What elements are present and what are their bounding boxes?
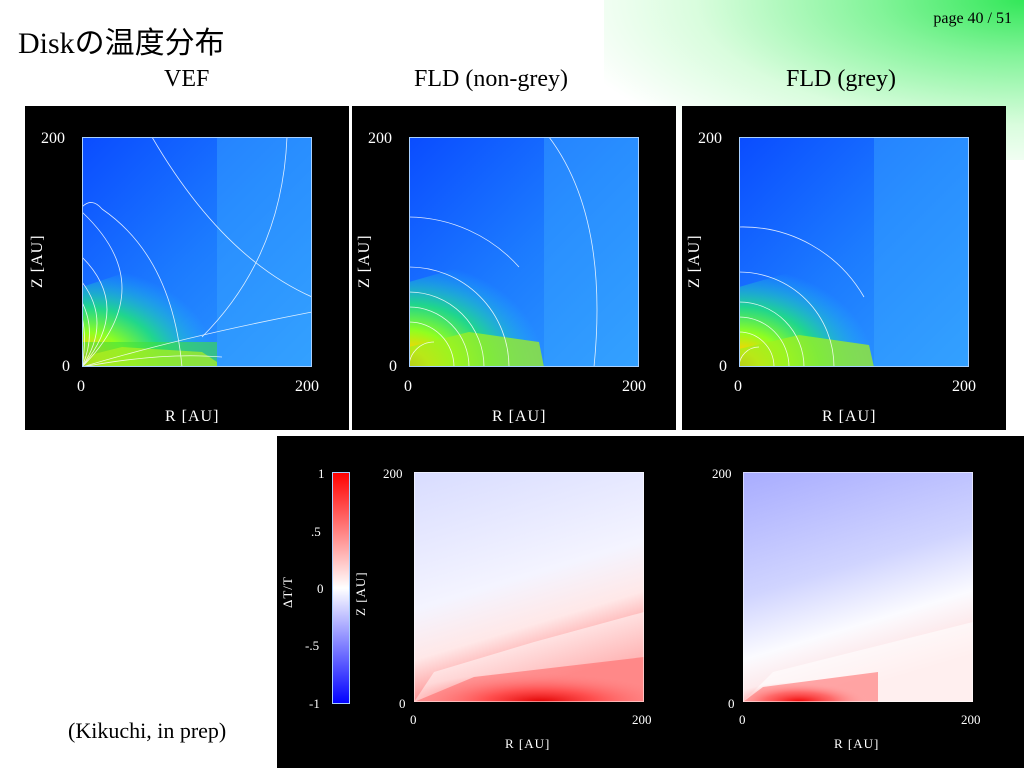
label-fld-non-grey: FLD (non-grey): [414, 66, 568, 92]
slide-title: Diskの温度分布: [18, 27, 225, 60]
x-axis-label: R [AU]: [822, 408, 877, 425]
x-tick-max: 200: [295, 378, 319, 395]
x-axis-label: R [AU]: [492, 408, 547, 425]
y-tick-max: 200: [383, 466, 403, 481]
x-tick-max: 200: [622, 378, 646, 395]
colorbar-tick-neg-half: -.5: [305, 638, 320, 653]
y-axis-label: Z [AU]: [29, 234, 46, 288]
credit-note: (Kikuchi, in prep): [68, 718, 227, 743]
x-tick-min: 0: [734, 378, 742, 395]
x-tick-min: 0: [404, 378, 412, 395]
panel-fld-non-grey: 200 0 0 200 R [AU] Z [AU]: [352, 106, 676, 430]
x-tick-max: 200: [952, 378, 976, 395]
colorbar-tick-0: 0: [317, 581, 324, 596]
y-tick-min: 0: [389, 358, 397, 375]
page-number: page 40 / 51: [933, 10, 1012, 27]
panel-fld-grey: 200 0 0 200 R [AU] Z [AU]: [682, 106, 1006, 430]
x-tick-max: 200: [961, 712, 981, 727]
label-vef: VEF: [164, 66, 210, 92]
y-axis-label: Z [AU]: [686, 234, 703, 288]
y-tick-max: 200: [698, 130, 722, 147]
y-axis-label: Z [AU]: [353, 571, 368, 616]
y-tick-min: 0: [62, 358, 70, 375]
colorbar-tick-1: 1: [318, 466, 325, 481]
colorbar-tick-half: .5: [311, 524, 321, 539]
y-tick-max: 200: [712, 466, 732, 481]
difference-map-grey: [743, 472, 973, 702]
label-fld-grey: FLD (grey): [786, 66, 896, 92]
panel-difference: 1 .5 0 -.5 -1 ΔT/T Z [AU] 200 0 0 200 R …: [277, 436, 1024, 768]
y-axis-label: Z [AU]: [356, 234, 373, 288]
x-tick-min: 0: [410, 712, 417, 727]
colorbar: [332, 472, 350, 704]
colorbar-tick-neg-1: -1: [309, 696, 320, 711]
panel-vef: 200 0 0 200 R [AU] Z [AU]: [25, 106, 349, 430]
colorbar-label: ΔT/T: [280, 576, 295, 608]
y-tick-max: 200: [368, 130, 392, 147]
y-tick-min: 0: [399, 696, 406, 711]
x-tick-min: 0: [739, 712, 746, 727]
x-axis-label: R [AU]: [505, 736, 551, 751]
x-tick-min: 0: [77, 378, 85, 395]
x-tick-max: 200: [632, 712, 652, 727]
x-axis-label: R [AU]: [834, 736, 880, 751]
y-tick-min: 0: [728, 696, 735, 711]
temperature-map-fld-non-grey: [409, 137, 639, 367]
y-tick-min: 0: [719, 358, 727, 375]
temperature-map-fld-grey: [739, 137, 969, 367]
x-axis-label: R [AU]: [165, 408, 220, 425]
y-tick-max: 200: [41, 130, 65, 147]
difference-map-non-grey: [414, 472, 644, 702]
temperature-map-vef: [82, 137, 312, 367]
